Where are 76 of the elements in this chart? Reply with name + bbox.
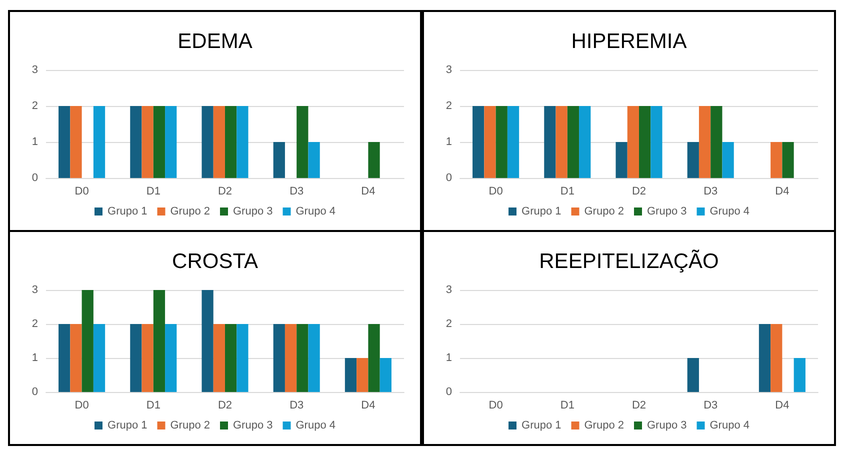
y-tick-label: 1 [446,352,452,364]
legend-label: Grupo 1 [108,420,148,432]
legend-label: Grupo 4 [296,206,336,218]
y-tick-label: 2 [446,318,452,330]
bar [213,324,225,392]
y-tick-label: 2 [32,100,38,112]
y-tick-label: 2 [32,318,38,330]
y-tick-label: 0 [446,172,452,184]
y-tick-label: 3 [446,64,452,76]
x-tick-label: D0 [488,400,503,412]
x-tick-label: D4 [775,186,790,198]
bar [82,290,94,392]
x-tick-label: D4 [361,186,376,198]
legend-label: Grupo 1 [522,420,562,432]
bar [93,324,106,392]
legend-label: Grupo 4 [296,420,336,432]
bar [380,358,392,392]
x-tick-label: D2 [632,400,646,412]
legend-label: Grupo 3 [233,206,273,218]
bar [368,324,380,392]
legend-label: Grupo 1 [108,206,148,218]
bar [70,324,82,392]
bar [142,324,154,392]
legend-label: Grupo 2 [584,206,624,218]
bar [344,358,357,392]
y-tick-label: 3 [32,284,38,296]
x-tick-label: D4 [775,400,790,412]
legend-label: Grupo 3 [647,420,687,432]
x-tick-label: D2 [218,400,232,412]
bar [202,290,214,392]
legend-label: Grupo 2 [170,420,210,432]
x-tick-label: D3 [704,400,718,412]
bar [130,324,142,392]
x-tick-label: D2 [218,186,232,198]
bar [236,324,248,392]
chart-title: EDEMA [178,30,252,53]
y-tick-label: 1 [446,136,452,148]
x-tick-label: D3 [290,186,304,198]
bar [165,324,177,392]
y-tick-label: 0 [32,172,38,184]
y-tick-label: 3 [32,64,38,76]
y-tick-label: 2 [446,100,452,112]
bar [225,324,237,392]
legend-label: Grupo 2 [584,420,624,432]
x-tick-label: D1 [560,400,574,412]
y-tick-label: 0 [446,386,452,398]
bar [308,324,320,392]
legend-label: Grupo 1 [522,206,562,218]
bar [296,324,308,392]
y-tick-label: 3 [446,284,452,296]
x-tick-label: D3 [704,186,718,198]
legend-label: Grupo 4 [710,420,750,432]
legend-label: Grupo 2 [170,206,210,218]
x-tick-label: D0 [488,186,503,198]
chart-title: CROSTA [172,250,258,273]
x-tick-label: D4 [361,400,376,412]
bar [273,324,285,392]
y-tick-label: 1 [32,136,38,148]
legend-label: Grupo 3 [647,206,687,218]
legend-label: Grupo 4 [710,206,750,218]
bar [284,324,297,392]
bar [356,358,368,392]
chart-title: HIPEREMIA [571,30,687,53]
bar [58,324,70,392]
x-tick-label: D0 [74,186,89,198]
x-tick-label: D1 [146,186,160,198]
x-tick-label: D1 [146,400,160,412]
x-tick-label: D2 [632,186,646,198]
y-tick-label: 0 [32,386,38,398]
y-tick-label: 1 [32,352,38,364]
bar [153,290,166,392]
x-tick-label: D0 [74,400,89,412]
x-tick-label: D1 [560,186,574,198]
chart-title: REEPITELIZAÇÃO [539,249,719,273]
legend-label: Grupo 3 [233,420,273,432]
x-tick-label: D3 [290,400,304,412]
